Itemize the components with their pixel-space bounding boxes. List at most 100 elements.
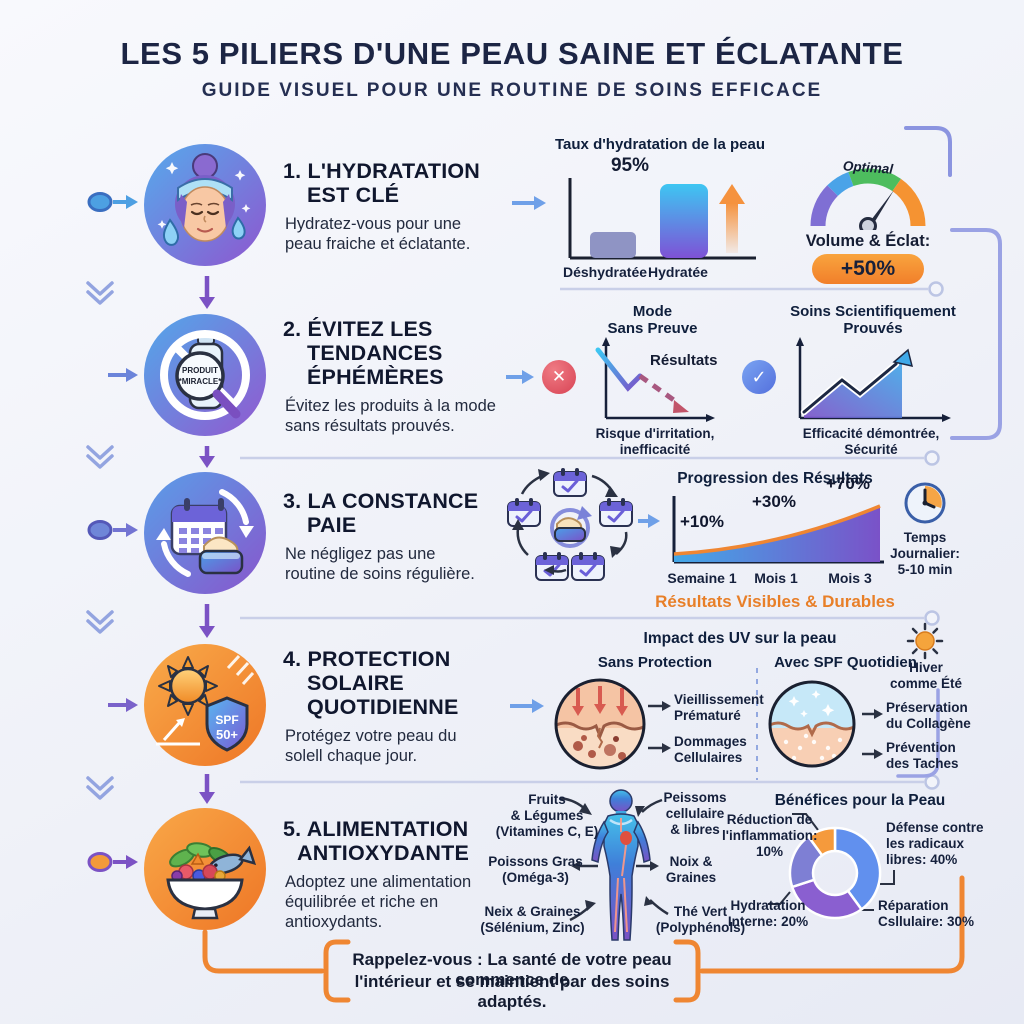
- food-label-cells-line3: & libres: [670, 822, 720, 837]
- food-label-seeds-left-line1: Neix & Graines: [484, 904, 581, 919]
- fad-xlabel-line1: Risque d'irritation,: [595, 426, 715, 441]
- pillar1-title-line2: EST CLÉ: [307, 183, 400, 207]
- food-label-fruits-line3: (Vitamines C, E): [495, 824, 599, 839]
- timeline-node-3: [87, 520, 113, 540]
- pillar1-desc-line1: Hydratez-vous pour une: [285, 215, 462, 233]
- uv-damage-label2-line1: Dommages: [674, 734, 747, 749]
- uv-label-arrows: [648, 704, 874, 756]
- check-glyph: ✓: [751, 366, 767, 387]
- fad-chart-title-line2: Sans Preuve: [607, 320, 698, 337]
- timeline-node-5: [87, 852, 113, 872]
- page-subtitle: GUIDE VISUEL POUR UNE ROUTINE DE SOINS E…: [201, 80, 823, 101]
- sun-caption-line2: comme Été: [889, 676, 963, 691]
- footer-connectors: [202, 875, 965, 1003]
- uv-right-title: Avec SPF Quotidien: [774, 654, 917, 671]
- donut-label-radicals-line3: libres: 40%: [886, 852, 958, 867]
- food-label-tea-line2: (Polyphénols): [655, 920, 746, 935]
- bottle-label-line1: PRODUIT: [182, 366, 218, 375]
- routine-cycle-diagram: [506, 466, 634, 582]
- donut-label-repair-line1: Réparation: [878, 898, 949, 913]
- donut-label-repair-line2: Csllulaire: 30%: [878, 914, 975, 929]
- progress-value-2: +30%: [752, 492, 796, 511]
- proven-chart-title-line1: Soins Scientifiquement: [790, 303, 956, 320]
- reject-x-icon: ✕: [542, 360, 576, 394]
- bar-label-dehydrated: Déshydratée: [562, 264, 648, 280]
- uv-damage-label1-line1: Vieillissement: [674, 692, 764, 707]
- radiance-gauge: [810, 168, 926, 230]
- clock-icon: [904, 482, 946, 524]
- sun-caption-line1: Hiver: [909, 660, 943, 675]
- pillar5-desc-line2: équilibrée et riche en: [285, 893, 439, 911]
- pillar3-desc-line1: Ne négligez pas une: [285, 545, 436, 563]
- daily-time-line3: 5-10 min: [897, 562, 953, 577]
- proven-xlabel-line1: Efficacité démontrée,: [802, 426, 940, 441]
- fad-xlabel-line2: inefficacité: [619, 442, 691, 457]
- pillar1-desc-line2: peau fraiche et éclatante.: [285, 235, 471, 253]
- antioxidant-bowl-icon: [144, 808, 266, 930]
- small-sun-icon: [906, 622, 944, 660]
- food-label-fruits-line1: Fruits: [528, 792, 566, 807]
- pillar4-desc-line2: solell chaque jour.: [285, 747, 418, 765]
- page-title: LES 5 PILIERS D'UNE PEAU SAINE ET ÉCLATA…: [120, 36, 904, 71]
- skin-protected-icon: [768, 680, 856, 768]
- chart-entry-arrowheads: [522, 196, 660, 713]
- gauge-hub: [859, 217, 877, 230]
- icon-link-arrowheads: [199, 297, 215, 804]
- sun-spf-shield-icon: SPF 50+: [144, 644, 266, 766]
- donut-label-inflammation-line1: Réduction de: [726, 812, 813, 827]
- chart-entry-arrows: [506, 201, 648, 708]
- divider-end-rings: [924, 281, 944, 790]
- food-label-cells-line1: Peissoms: [663, 790, 727, 805]
- fad-decline-chart: [595, 337, 715, 422]
- pillar2-title-line2: TENDANCES: [307, 341, 443, 365]
- food-label-tea-line1: Thé Vert: [673, 904, 728, 919]
- food-label-fish-line2: (Oméga-3): [502, 870, 569, 885]
- food-label-nuts-line2: Graines: [665, 870, 717, 885]
- donut-chart-title: Bénéfices pour la Peau: [774, 792, 946, 809]
- human-body-figure: [591, 789, 651, 941]
- donut-slice-10: [807, 826, 837, 857]
- uv-left-title: Sans Protection: [597, 654, 713, 671]
- food-label-nuts-line1: Noix &: [669, 854, 713, 869]
- shield-text-spf: SPF: [215, 713, 238, 727]
- food-label-arrowheads: [571, 803, 659, 911]
- bar-dehydrated: [590, 232, 636, 258]
- pillar3-title-line1: 3. LA CONSTANCE: [283, 489, 479, 513]
- progress-x3: Mois 3: [828, 570, 872, 586]
- food-label-seeds-left-line2: (Sélénium, Zinc): [480, 920, 585, 935]
- uv-damage-label1-line2: Prématuré: [674, 708, 741, 723]
- approve-check-icon: ✓: [742, 360, 776, 394]
- pillar5-title-line2: ANTIOXYDANTE: [297, 841, 470, 865]
- x-glyph: ✕: [551, 367, 567, 386]
- shield-text-50: 50+: [216, 727, 238, 742]
- pillar2-title-line1: 2. ÉVITEZ LES: [283, 317, 433, 341]
- pillar4-title-line2: SOLAIRE: [307, 671, 404, 695]
- pillar2-desc-line1: Évitez les produits à la mode: [285, 397, 496, 415]
- timeline-chevrons: [86, 281, 114, 800]
- donut-label-radicals-line2: les radicaux: [886, 836, 965, 851]
- pillar5-title-line1: 5. ALIMENTATION: [283, 817, 469, 841]
- pillar2-desc-line2: sans résultats prouvés.: [285, 417, 455, 435]
- fad-chart-title-line1: Mode: [632, 303, 673, 320]
- hydration-chart-value: 95%: [610, 155, 650, 176]
- food-label-cells-line2: cellulaire: [665, 806, 725, 821]
- donut-label-hydration-line2: Interne: 20%: [727, 914, 809, 929]
- uv-protect-label1-line1: Préservation: [886, 700, 968, 715]
- progress-caption: Résultats Visibles & Durables: [655, 592, 895, 611]
- pillar1-title-line1: 1. L'HYDRATATION: [283, 159, 481, 183]
- uv-label-arrowheads: [662, 701, 883, 759]
- gauge-caption: Volume & Éclat:: [805, 232, 931, 250]
- bottle-label-line2: *MIRACLE*: [179, 377, 223, 386]
- footer-reminder-line1: Rappelez-vous : La santé de votre peau c…: [352, 950, 672, 989]
- proven-chart-title-line2: Prouvés: [843, 320, 903, 337]
- proven-xlabel-line2: Sécurité: [844, 442, 898, 457]
- footer-reminder-line2: l'intérieur et se maintient par des soin…: [354, 972, 670, 1011]
- pillar2-title-line3: ÉPHÉMÈRES: [307, 365, 444, 389]
- calendar-cream-icon: [144, 472, 266, 594]
- proven-growth-chart: [796, 337, 951, 422]
- uv-damage-label2-line2: Cellulaires: [674, 750, 743, 765]
- pillar4-desc-line1: Protégez votre peau du: [285, 727, 457, 745]
- donut-slice-40: [833, 826, 882, 911]
